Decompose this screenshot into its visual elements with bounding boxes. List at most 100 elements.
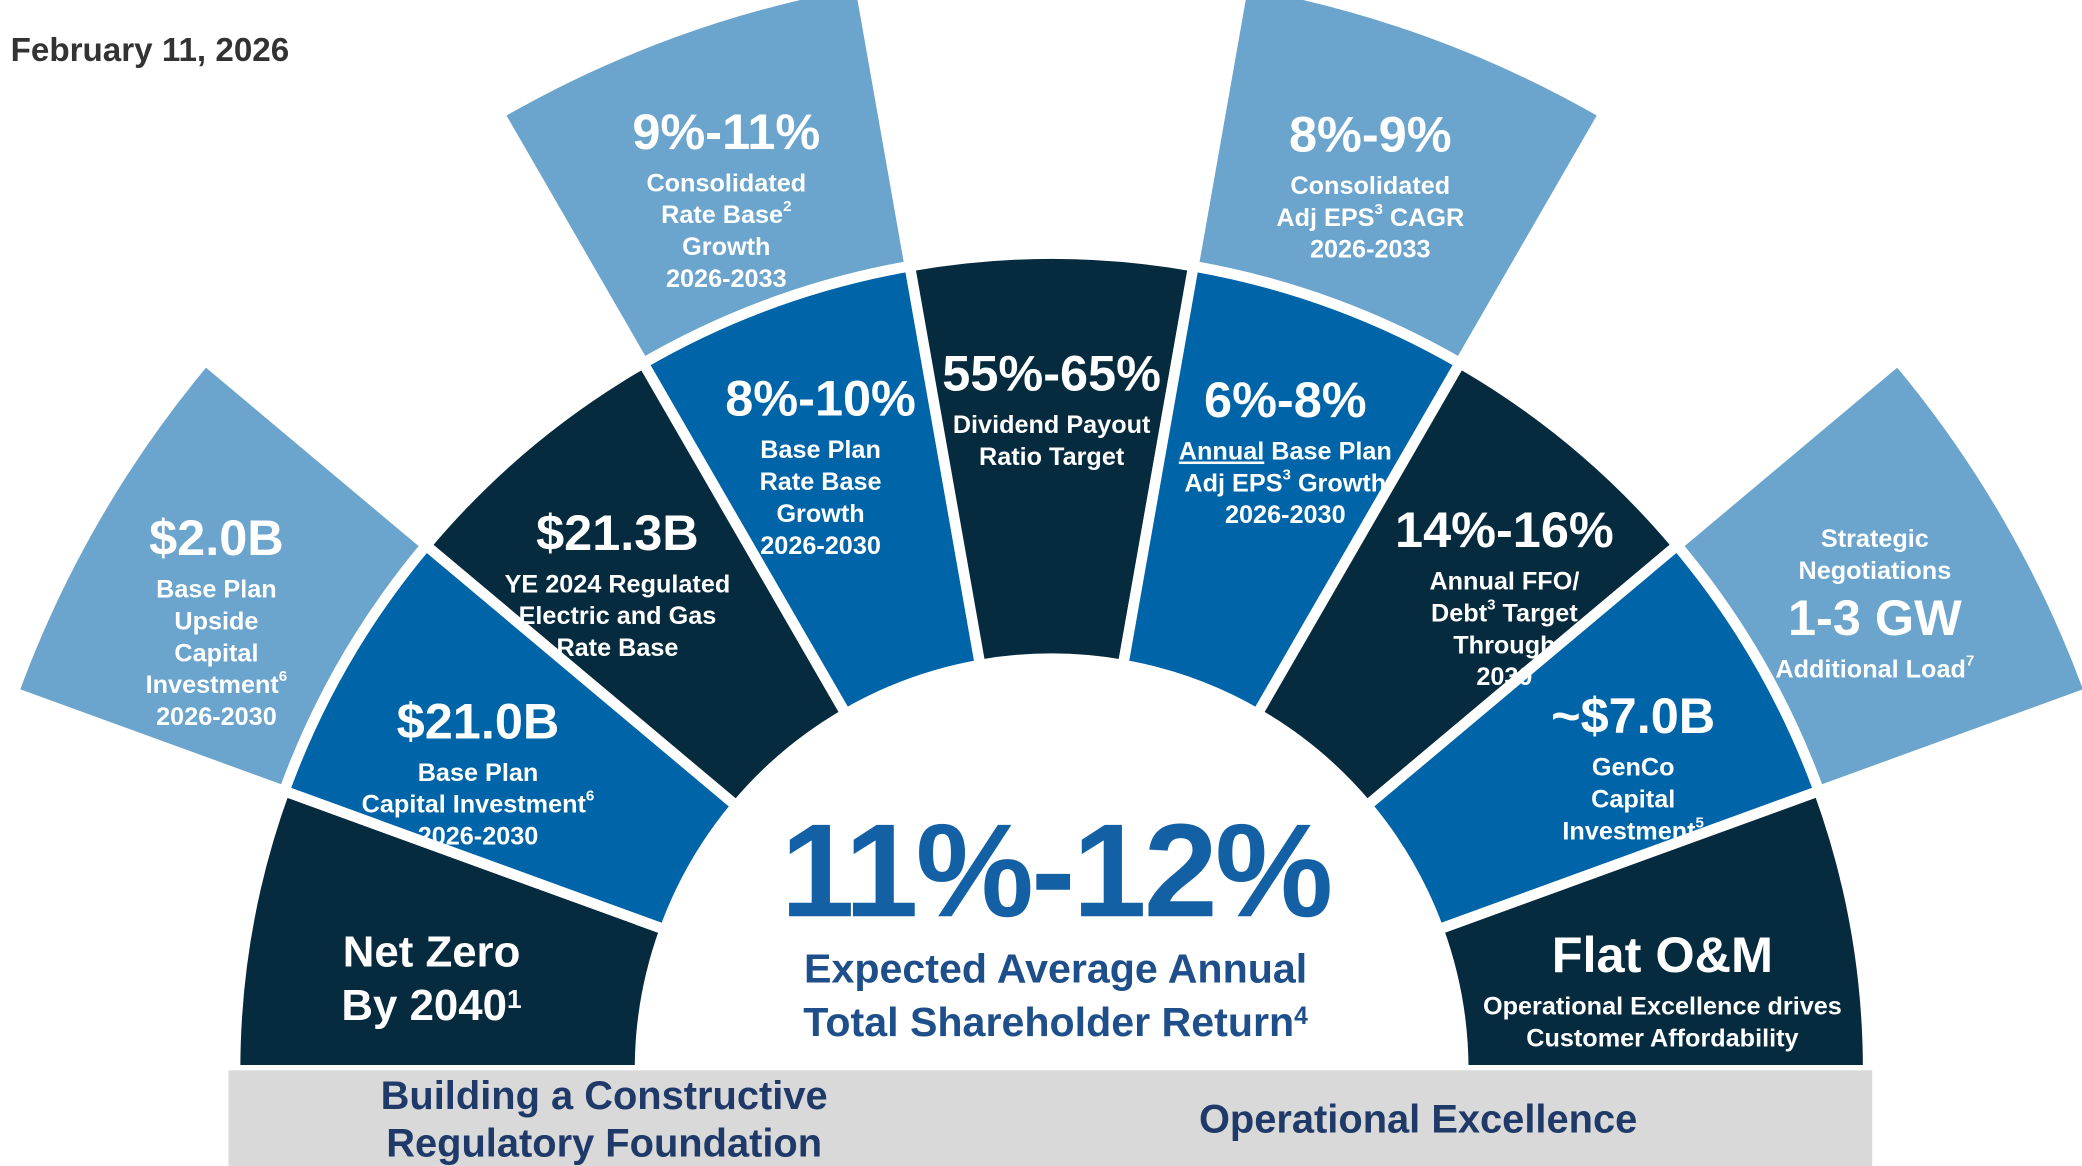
footer-bar xyxy=(228,1070,1873,1166)
wedge-headline: $2.0B xyxy=(149,509,284,566)
wedge-detail: Negotiations xyxy=(1799,557,1952,585)
text-run: Total Shareholder Return xyxy=(803,999,1294,1045)
header-date: February 11, 2026 xyxy=(11,32,290,69)
wedge-detail: 2026-2030 xyxy=(156,703,277,731)
outer-wedge xyxy=(491,0,916,371)
wedge-detail: Capital xyxy=(174,639,258,667)
wedge-headline: Flat O&M xyxy=(1552,926,1773,983)
wedge-detail: 2030 xyxy=(1476,663,1532,691)
wedge-detail: Ratio Target xyxy=(979,443,1125,471)
wedge-headline: ~$7.0B xyxy=(1551,687,1715,744)
wedge-detail: GenCo xyxy=(1592,754,1675,782)
wedge-headline: 8%-9% xyxy=(1289,105,1452,162)
superscript: 3 xyxy=(1487,597,1495,614)
text-run: 8%-10% xyxy=(725,370,916,427)
superscript: 4 xyxy=(1294,1003,1308,1030)
wedge-detail: Through xyxy=(1453,631,1555,659)
wedge-detail: Additional Load7 xyxy=(1775,652,1974,683)
wedge-detail: Upside xyxy=(174,607,258,635)
text-run: GenCo xyxy=(1592,754,1675,782)
wedge-headline: 6%-8% xyxy=(1204,371,1367,428)
text-run: Net Zero xyxy=(343,928,521,977)
text-run: Investment xyxy=(1562,817,1696,845)
wedge-detail: Base Plan xyxy=(760,436,881,464)
text-run: ~$7.0B xyxy=(1551,687,1715,744)
text-run: 2026-2030 xyxy=(1225,501,1346,529)
text-run: Capital xyxy=(1591,785,1675,813)
wedge-headline: 9%-11% xyxy=(632,103,820,160)
text-run: Growth xyxy=(682,233,770,261)
text-run: $21.0B xyxy=(397,692,560,749)
text-run: 2030 xyxy=(1476,663,1532,691)
text-run: Base Plan xyxy=(1264,438,1392,466)
text-run: Target xyxy=(1496,600,1579,628)
text-run: Growth xyxy=(1291,469,1386,497)
text-run: Expected Average Annual xyxy=(804,946,1307,992)
wedge-detail: Base Plan xyxy=(418,759,539,787)
superscript: 6 xyxy=(279,668,287,685)
wedge-detail: Electric and Gas xyxy=(519,602,717,630)
text-run: Base Plan xyxy=(156,576,277,604)
superscript: 3 xyxy=(1374,201,1382,218)
wedge-detail: Debt3 Target xyxy=(1431,597,1578,628)
wedge-detail: Growth xyxy=(682,233,770,261)
wedge-headline: Net Zero xyxy=(343,928,521,977)
wedge-headline: 8%-10% xyxy=(725,370,916,427)
outer-wedge xyxy=(6,352,434,798)
text-run: Through xyxy=(1453,631,1555,659)
text-run: Adj EPS xyxy=(1276,204,1374,232)
wedge-detail: Growth xyxy=(776,500,864,528)
superscript: 2 xyxy=(783,198,791,215)
text-run: Debt xyxy=(1431,600,1488,628)
text-run: $21.3B xyxy=(536,504,699,561)
footer-left-line: Building a Constructive xyxy=(381,1074,828,1118)
text-run: 2026-2030 xyxy=(156,703,277,731)
text-run: Dividend Payout xyxy=(953,411,1151,439)
wedge-headline: 1-3 GW xyxy=(1788,589,1962,646)
wedge-detail: 2026-2033 xyxy=(1310,236,1431,264)
text-run: Negotiations xyxy=(1799,557,1952,585)
text-run: Capital xyxy=(174,639,258,667)
outer-wedge xyxy=(1187,0,1612,371)
text-run: 2026-2030 xyxy=(760,532,881,560)
wedge-detail: Base Plan xyxy=(156,576,277,604)
center-line: Expected Average Annual xyxy=(804,946,1307,992)
outer-wedge xyxy=(1669,352,2082,798)
wedge-detail: Operational Excellence drives xyxy=(1483,993,1842,1021)
text-run: Strategic xyxy=(1821,525,1929,553)
text-run: Rate Base xyxy=(760,468,882,496)
superscript: 1 xyxy=(507,984,522,1014)
text-run: 2026-2033 xyxy=(666,265,787,293)
wedge-detail: Adj EPS3 Growth xyxy=(1184,466,1386,497)
text-run: Rate Base xyxy=(661,201,783,229)
wedge-headline: 14%-16% xyxy=(1395,501,1614,558)
wedge-headline: $21.3B xyxy=(536,504,699,561)
text-run: 2026-2033 xyxy=(1310,236,1431,264)
text-run: 2026-2030 xyxy=(418,823,539,851)
wedge-detail: 2026-2030 xyxy=(1225,501,1346,529)
wedge-headline: 55%-65% xyxy=(942,344,1161,401)
wedge-detail: Rate Base xyxy=(556,634,678,662)
superscript: 5 xyxy=(1696,814,1704,831)
text-run: Consolidated xyxy=(1290,172,1450,200)
text-run: Investment xyxy=(146,671,280,699)
wedge-detail: Customer Affordability xyxy=(1526,1024,1798,1052)
superscript: 3 xyxy=(1283,466,1291,483)
text-run: 14%-16% xyxy=(1395,501,1614,558)
text-run: 1-3 GW xyxy=(1788,589,1962,646)
text-run: 55%-65% xyxy=(942,344,1161,401)
text-run: Electric and Gas xyxy=(519,602,717,630)
text-run: Customer Affordability xyxy=(1526,1024,1798,1052)
text-run: Flat O&M xyxy=(1552,926,1773,983)
footer-right: Operational Excellence xyxy=(1199,1098,1637,1142)
text-run: YE 2024 Regulated xyxy=(505,570,731,598)
wedge-detail: Consolidated xyxy=(646,169,806,197)
wedge-detail: Strategic xyxy=(1821,525,1929,553)
wedge-detail: Capital Investment6 xyxy=(362,788,595,819)
wedge-detail: YE 2024 Regulated xyxy=(505,570,731,598)
text-run: Additional Load xyxy=(1775,655,1966,683)
text-run: 8%-9% xyxy=(1289,105,1452,162)
text-run: Capital Investment xyxy=(362,791,587,819)
